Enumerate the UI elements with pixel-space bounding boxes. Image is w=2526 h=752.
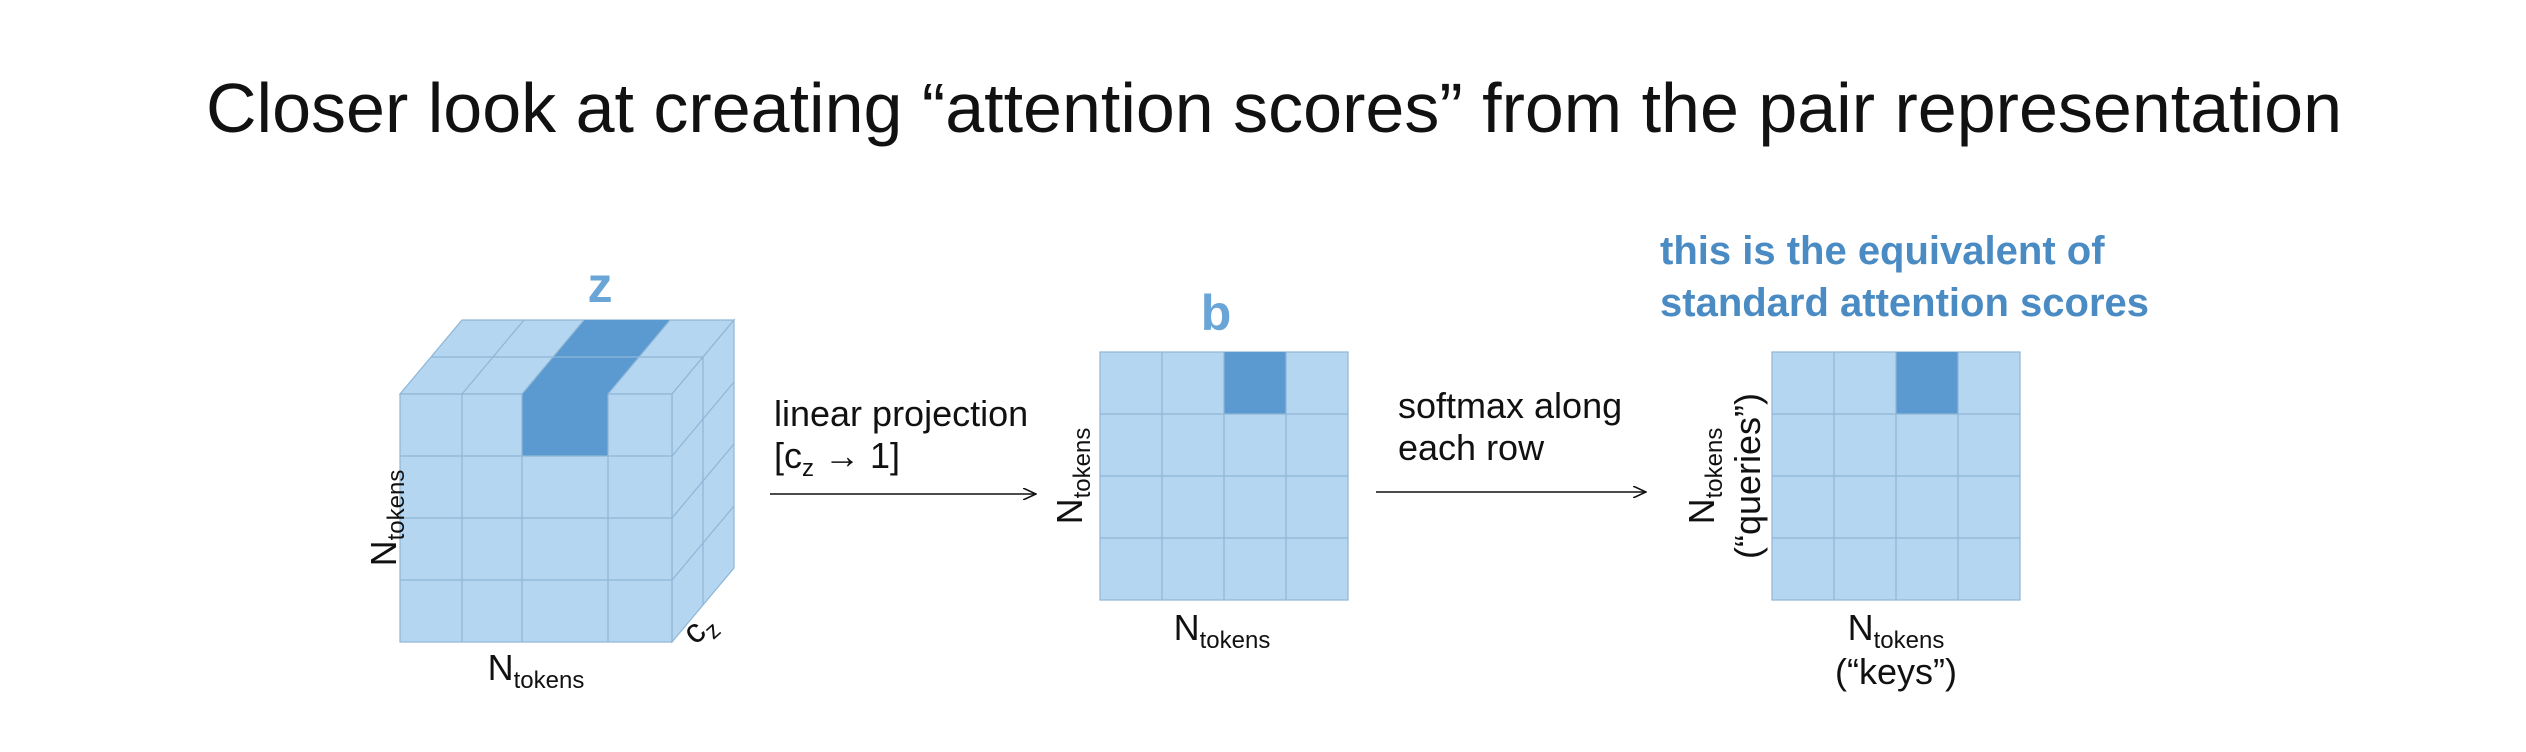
cube-vertical-axis-label: Ntokens — [363, 470, 410, 567]
b-matrix: b Ntokens Ntokens — [1049, 285, 1349, 654]
scores-note-line1: this is the equivalent of — [1660, 229, 2105, 273]
attention-scores-matrix: this is the equivalent of standard atten… — [1660, 229, 2149, 692]
cube-front-grid — [400, 394, 672, 642]
scores-vertical-axis-note: (“queries”) — [1727, 393, 1768, 559]
cube-label: z — [588, 257, 613, 313]
scores-bottom-axis-label: Ntokens — [1848, 607, 1945, 654]
page-title: Closer look at creating “attention score… — [206, 69, 2342, 147]
softmax-label-line1: softmax along — [1398, 385, 1622, 426]
b-matrix-grid — [1100, 352, 1348, 600]
scores-note-line2: standard attention scores — [1660, 281, 2149, 325]
linear-projection-label-line1: linear projection — [774, 393, 1028, 434]
scores-matrix-grid — [1772, 352, 2020, 600]
z-tensor-cube: z Ntokens Ntokens cz — [363, 257, 736, 694]
b-matrix-label: b — [1201, 285, 1232, 341]
linear-projection-step: linear projection [cz → 1] — [770, 393, 1036, 494]
cube-highlight-front — [522, 394, 608, 456]
cube-bottom-axis-label: Ntokens — [488, 647, 585, 694]
scores-bottom-axis-note: (“keys”) — [1835, 651, 1957, 692]
b-matrix-vertical-axis-label: Ntokens — [1049, 428, 1096, 525]
cube-right-grid — [671, 357, 735, 605]
scores-vertical-axis-label: Ntokens — [1681, 428, 1728, 525]
linear-projection-label-line2: [cz → 1] — [774, 435, 900, 482]
b-matrix-highlight-cell — [1224, 352, 1286, 414]
softmax-step: softmax along each row — [1376, 385, 1646, 492]
softmax-label-line2: each row — [1398, 427, 1545, 468]
b-matrix-bottom-axis-label: Ntokens — [1174, 607, 1271, 654]
scores-matrix-highlight-cell — [1896, 352, 1958, 414]
cube-top-grid — [431, 319, 703, 395]
